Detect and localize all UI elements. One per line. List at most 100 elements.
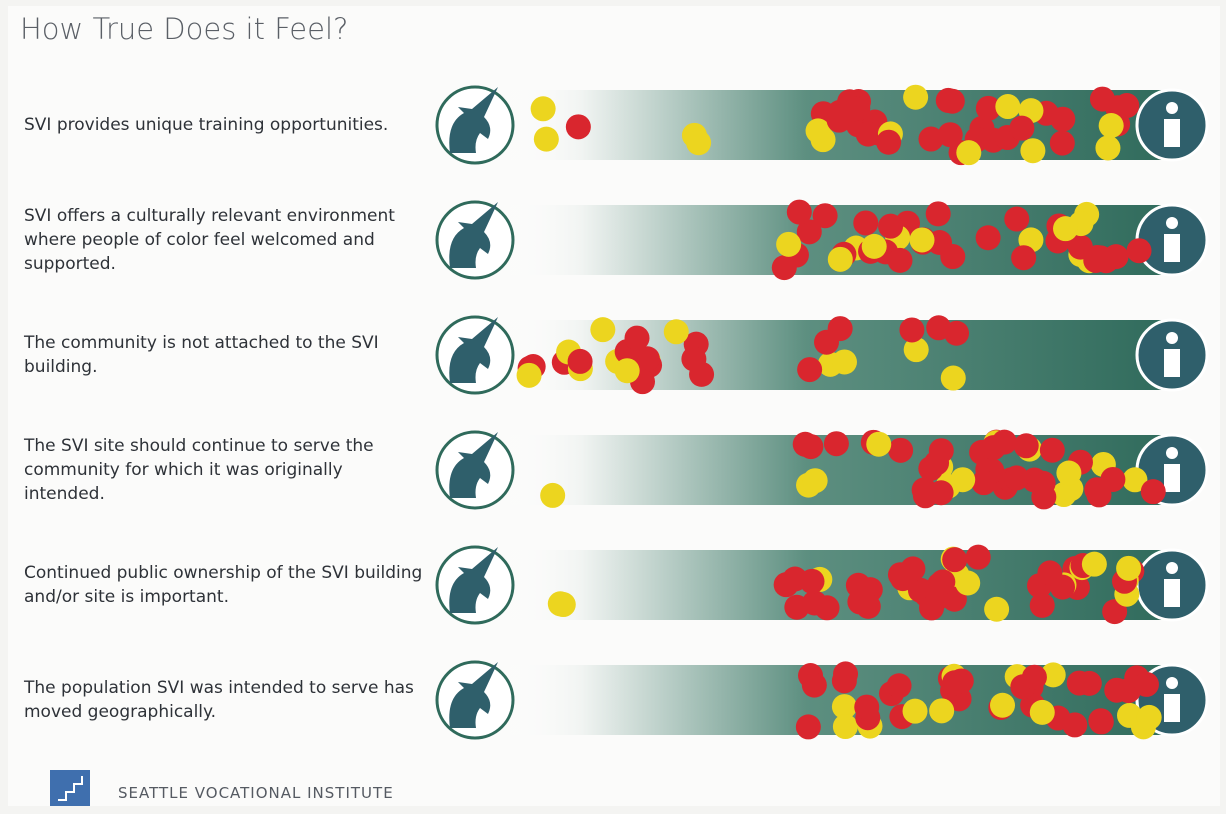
unicorn-icon	[449, 547, 498, 613]
statement: The population SVI was intended to serve…	[24, 678, 414, 722]
statement: SVI provides unique training opportuniti…	[24, 115, 389, 135]
vote-dot	[1102, 599, 1128, 625]
vote-dot	[1116, 555, 1142, 581]
vote-dot	[935, 87, 961, 113]
vote-dot	[832, 714, 858, 740]
unicorn-icon	[449, 432, 498, 498]
unicorn-icon	[449, 202, 498, 268]
vote-dot	[942, 547, 968, 573]
vote-dot	[831, 694, 857, 720]
vote-dot	[1122, 467, 1148, 493]
vote-dot	[565, 114, 591, 140]
vote-dot	[1081, 551, 1107, 577]
statement: Continued public ownership of the SVI bu…	[24, 563, 423, 607]
vote-dot	[854, 694, 880, 720]
vote-dot	[1062, 712, 1088, 738]
vote-dot	[1098, 112, 1124, 138]
vote-dot	[965, 544, 991, 570]
vote-dot	[903, 337, 929, 363]
logo-steps	[58, 776, 83, 801]
vote-dot	[805, 118, 831, 144]
vote-dot	[1031, 484, 1057, 510]
vote-dot	[937, 122, 963, 148]
info-stem	[1164, 234, 1180, 262]
info-stem	[1164, 349, 1180, 377]
vote-dot	[909, 227, 935, 253]
info-dot	[1166, 332, 1178, 344]
vote-dot	[802, 468, 828, 494]
vote-dot	[1086, 482, 1112, 508]
vote-dot	[1114, 93, 1140, 119]
vote-dot	[1083, 247, 1109, 273]
vote-dot	[887, 247, 913, 273]
vote-dot	[624, 325, 650, 351]
vote-dot	[950, 467, 976, 493]
vote-dot	[1011, 245, 1037, 271]
vote-dot	[855, 121, 881, 147]
vote-dot	[1133, 671, 1159, 697]
vote-dot	[975, 95, 1001, 121]
vote-dot	[975, 225, 1001, 251]
vote-dot	[861, 233, 887, 259]
vote-dot	[799, 568, 825, 594]
vote-dot	[984, 596, 1010, 622]
vote-dot	[1053, 216, 1079, 242]
info-dot	[1166, 562, 1178, 574]
vote-dot	[795, 714, 821, 740]
vote-dot	[686, 130, 712, 156]
vote-dot	[776, 231, 802, 257]
statement: SVI offers a culturally relevant environ…	[24, 206, 395, 274]
vote-dot	[990, 692, 1016, 718]
vote-dot	[900, 556, 926, 582]
vote-dot	[1050, 106, 1076, 132]
vote-dot	[1013, 433, 1039, 459]
vote-dot	[1004, 465, 1030, 491]
vote-dot	[940, 365, 966, 391]
vote-dot	[1140, 479, 1166, 505]
unicorn-icon	[449, 662, 498, 728]
vote-dot	[886, 673, 912, 699]
info-dot	[1166, 447, 1178, 459]
vote-dot	[547, 591, 573, 617]
vote-dot	[533, 126, 559, 152]
vote-dot	[956, 140, 982, 166]
vote-dot	[918, 456, 944, 482]
vote-dot	[1049, 130, 1075, 156]
vote-dot	[681, 346, 707, 372]
vote-dot	[1095, 135, 1121, 161]
vote-dot	[516, 362, 542, 388]
vote-dot	[814, 595, 840, 621]
vote-dot	[955, 570, 981, 596]
vote-dot	[930, 569, 956, 595]
vote-dot	[1088, 708, 1114, 734]
vote-dot	[796, 219, 822, 245]
vote-dot	[590, 317, 616, 343]
vote-dot	[1040, 662, 1066, 688]
vote-dot	[925, 201, 951, 227]
vote-dot	[1029, 592, 1055, 618]
vote-dot	[866, 431, 892, 457]
unicorn-icon	[449, 317, 498, 383]
info-stem	[1164, 694, 1180, 722]
vote-dot	[878, 213, 904, 239]
vote-dot	[1021, 664, 1047, 690]
info-stem	[1164, 464, 1180, 492]
vote-dot	[995, 94, 1021, 120]
organization: SEATTLE VOCATIONAL INSTITUTE	[118, 784, 394, 802]
info-dot	[1166, 102, 1178, 114]
vote-dot	[540, 482, 566, 508]
vote-dot	[903, 84, 929, 110]
vote-dot	[634, 346, 660, 372]
title: How True Does it Feel?	[20, 12, 349, 46]
vote-dot	[888, 437, 914, 463]
vote-dot	[831, 349, 857, 375]
vote-dot	[801, 672, 827, 698]
vote-dot	[530, 96, 556, 122]
logo	[50, 770, 90, 806]
vote-dot	[971, 470, 997, 496]
vote-dot	[614, 358, 640, 384]
vote-dot	[1004, 206, 1030, 232]
vote-dot	[826, 107, 852, 133]
